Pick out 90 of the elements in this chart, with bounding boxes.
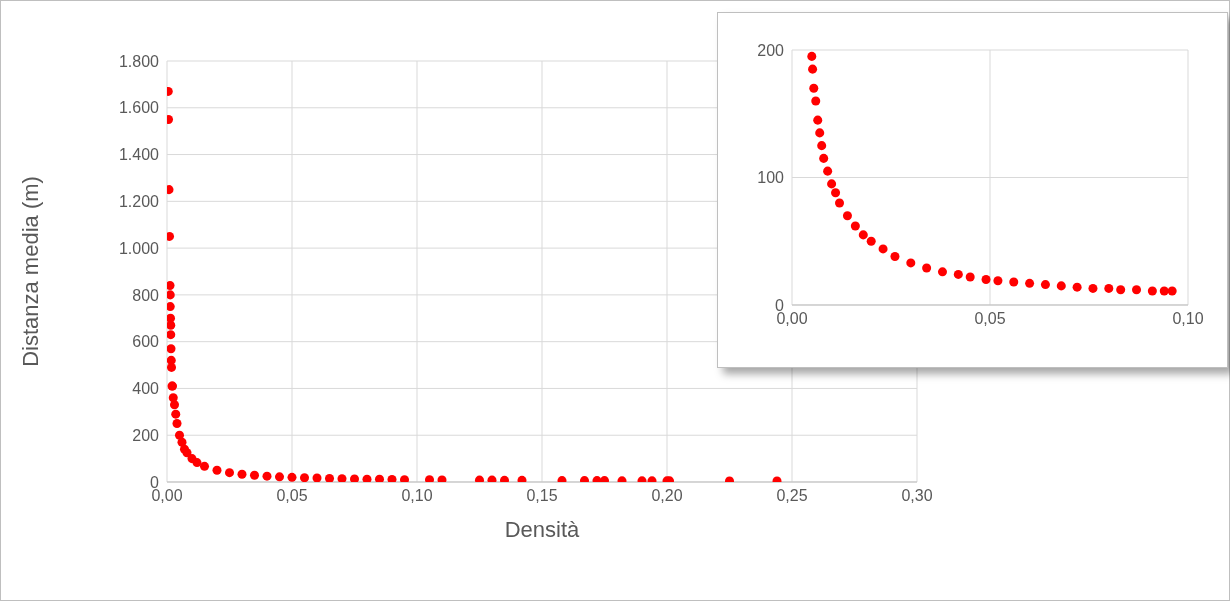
point	[167, 302, 175, 312]
point	[199, 461, 210, 471]
point	[866, 236, 876, 246]
y-tick-label: 1.200	[118, 193, 160, 211]
point	[850, 221, 860, 231]
x-tick-label: 0,20	[651, 487, 683, 505]
point	[167, 281, 175, 291]
point	[174, 430, 185, 440]
point	[274, 472, 285, 482]
point	[262, 471, 272, 481]
point	[819, 153, 829, 163]
y-tick-label: 100	[757, 169, 785, 187]
x-tick-label: 0,00	[151, 487, 183, 505]
point	[937, 267, 947, 277]
x-tick-label: 0,30	[901, 487, 933, 505]
point	[1056, 281, 1066, 291]
point	[362, 474, 372, 482]
point	[1025, 278, 1035, 288]
point	[922, 263, 932, 273]
x-tick-label: 0,05	[276, 487, 308, 505]
point	[809, 83, 819, 93]
point	[249, 470, 260, 480]
y-tick-label: 200	[757, 41, 785, 59]
point	[437, 475, 447, 482]
point	[1147, 286, 1157, 296]
point	[1167, 286, 1177, 296]
point	[337, 474, 347, 482]
y-tick-label: 400	[132, 380, 160, 398]
point	[953, 269, 963, 279]
point	[324, 473, 335, 482]
y-tick-label: 1.600	[118, 99, 160, 117]
point	[815, 128, 825, 138]
x-tick-label: 0,00	[776, 310, 808, 328]
point	[1072, 282, 1082, 292]
point	[827, 179, 837, 189]
point	[831, 188, 841, 198]
point	[192, 458, 202, 468]
point	[374, 474, 385, 482]
y-tick-label: 1.000	[118, 239, 160, 257]
point	[1132, 285, 1142, 295]
y-axis-title: Distanza media (m)	[17, 176, 43, 367]
point	[169, 400, 180, 410]
point	[171, 409, 181, 419]
point	[487, 475, 497, 482]
point	[1040, 280, 1050, 290]
point	[906, 258, 916, 268]
point	[167, 344, 176, 354]
point	[1009, 277, 1019, 287]
x-axis-title: Densità	[504, 517, 581, 542]
y-tick-label: 1.800	[118, 52, 160, 70]
point	[167, 320, 176, 330]
point	[287, 472, 297, 482]
y-tick-label: 800	[132, 286, 160, 304]
point	[299, 473, 310, 482]
y-tick-label: 200	[132, 426, 160, 444]
point	[312, 473, 322, 482]
point	[1116, 285, 1126, 295]
point	[237, 469, 247, 479]
point	[167, 231, 175, 241]
point	[172, 419, 182, 429]
y-tick-label: 600	[132, 333, 160, 351]
point	[212, 465, 222, 475]
point	[167, 290, 175, 300]
x-tick-label: 0,25	[776, 487, 808, 505]
point	[965, 272, 975, 282]
point	[811, 96, 821, 106]
point	[858, 230, 868, 240]
point	[813, 115, 823, 125]
x-tick-label: 0,05	[974, 310, 1006, 328]
point	[835, 198, 845, 208]
x-tick-label: 0,10	[401, 487, 433, 505]
y-tick-label: 1.400	[118, 146, 160, 164]
point	[387, 474, 397, 482]
point	[842, 211, 852, 221]
point	[167, 330, 176, 340]
point	[517, 475, 527, 482]
point	[981, 274, 991, 285]
point	[817, 141, 827, 151]
point	[808, 64, 818, 74]
point	[1104, 283, 1114, 293]
point	[890, 252, 900, 262]
point	[993, 276, 1003, 286]
point	[807, 51, 817, 61]
point	[224, 468, 235, 478]
point	[878, 244, 888, 254]
x-tick-label: 0,10	[1172, 310, 1204, 328]
point	[1088, 283, 1098, 293]
x-tick-label: 0,15	[526, 487, 558, 505]
point	[349, 474, 360, 482]
point	[823, 166, 833, 176]
